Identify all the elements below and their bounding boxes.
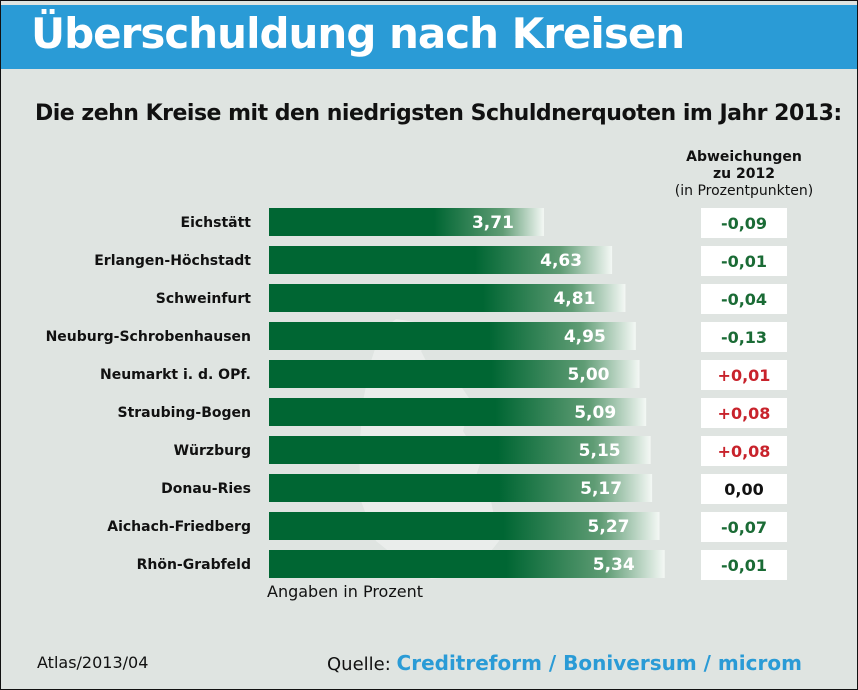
source: Quelle: Creditreform / Boniversum / micr… bbox=[327, 651, 802, 675]
deviation-value: +0,08 bbox=[718, 442, 771, 461]
bar bbox=[269, 246, 613, 274]
bar bbox=[269, 474, 653, 502]
unit-note: Angaben in Prozent bbox=[267, 582, 423, 601]
deviation-box bbox=[701, 474, 787, 504]
source-prefix: Quelle: bbox=[327, 654, 391, 675]
deviation-header-line2: zu 2012 bbox=[713, 166, 775, 182]
category-label: Donau-Ries bbox=[161, 481, 251, 497]
bar bbox=[269, 436, 651, 464]
bar bbox=[269, 284, 626, 312]
deviation-value: -0,04 bbox=[721, 290, 767, 309]
deviation-value: -0,07 bbox=[721, 518, 767, 537]
deviation-header-line3: (in Prozentpunkten) bbox=[674, 183, 814, 199]
deviation-header-line1: Abweichungen bbox=[686, 149, 802, 165]
value-label: 4,81 bbox=[553, 289, 595, 309]
deviation-value: +0,01 bbox=[718, 366, 771, 385]
value-label: 5,34 bbox=[593, 555, 635, 575]
value-label: 5,15 bbox=[579, 441, 621, 461]
value-label: 5,27 bbox=[588, 517, 630, 537]
value-label: 4,63 bbox=[540, 251, 582, 271]
value-label: 5,17 bbox=[580, 479, 622, 499]
category-label: Neumarkt i. d. OPf. bbox=[100, 367, 251, 383]
atlas-code: Atlas/2013/04 bbox=[37, 653, 149, 672]
chart-title: Die zehn Kreise mit den niedrigsten Schu… bbox=[35, 101, 842, 126]
category-label: Erlangen-Höchstadt bbox=[94, 253, 251, 269]
category-label: Straubing-Bogen bbox=[118, 405, 252, 421]
deviation-box bbox=[701, 360, 787, 390]
bar bbox=[269, 512, 660, 540]
value-label: 5,09 bbox=[574, 403, 616, 423]
category-label: Würzburg bbox=[174, 443, 251, 459]
page-title: Überschuldung nach Kreisen bbox=[31, 9, 685, 58]
category-label: Aichach-Friedberg bbox=[107, 519, 251, 535]
deviation-box bbox=[701, 322, 787, 352]
bar bbox=[269, 398, 647, 426]
deviation-value: +0,08 bbox=[718, 404, 771, 423]
deviation-value: -0,13 bbox=[721, 328, 767, 347]
category-label: Eichstätt bbox=[181, 215, 252, 231]
deviation-box bbox=[701, 436, 787, 466]
deviation-value: 0,00 bbox=[724, 480, 763, 499]
category-label: Rhön-Grabfeld bbox=[137, 557, 251, 573]
bar bbox=[269, 360, 640, 388]
source-brand-logo: Creditreform / Boniversum / microm bbox=[396, 651, 802, 675]
deviation-box bbox=[701, 208, 787, 238]
deviation-value: -0,01 bbox=[721, 556, 767, 575]
category-label: Neuburg-Schrobenhausen bbox=[46, 329, 251, 345]
deviation-box bbox=[701, 398, 787, 428]
bar bbox=[269, 550, 665, 578]
bar bbox=[269, 322, 636, 350]
value-label: 3,71 bbox=[472, 213, 514, 233]
bar bbox=[269, 208, 544, 236]
deviation-value: -0,09 bbox=[721, 214, 767, 233]
deviation-header: Abweichungen zu 2012 (in Prozentpunkten) bbox=[661, 149, 827, 200]
deviation-value: -0,01 bbox=[721, 252, 767, 271]
deviation-box bbox=[701, 246, 787, 276]
deviation-box bbox=[701, 284, 787, 314]
deviation-box bbox=[701, 512, 787, 542]
deviation-box bbox=[701, 550, 787, 580]
value-label: 5,00 bbox=[568, 365, 610, 385]
category-label: Schweinfurt bbox=[156, 291, 252, 307]
title-bar: Überschuldung nach Kreisen bbox=[1, 5, 857, 69]
value-label: 4,95 bbox=[564, 327, 606, 347]
